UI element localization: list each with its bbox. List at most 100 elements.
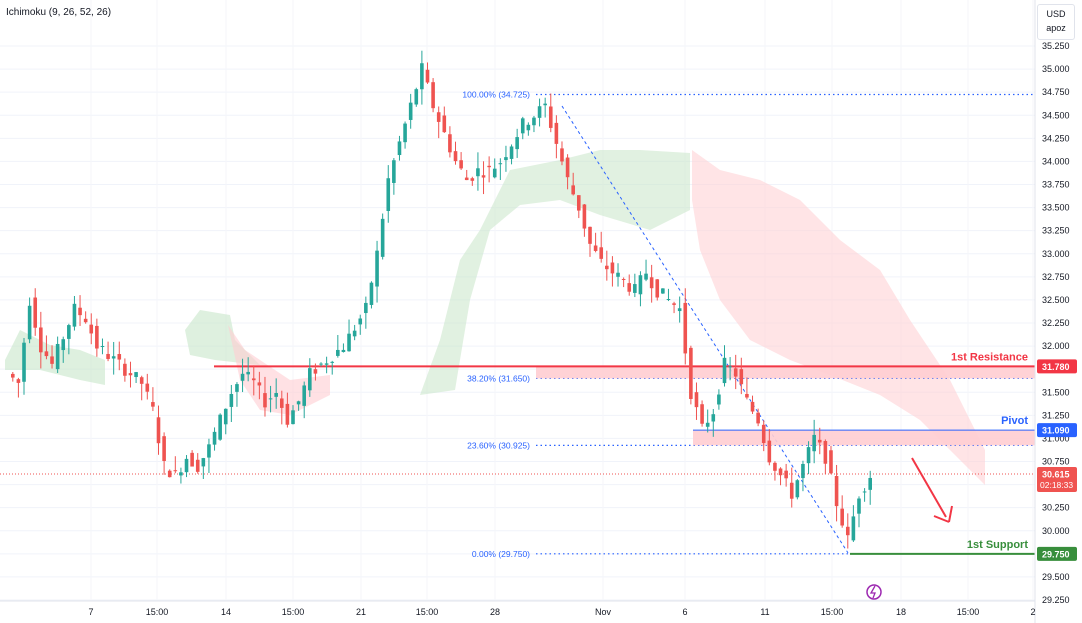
lightning-icon[interactable]	[866, 584, 882, 600]
candle	[425, 62, 430, 84]
candle	[380, 213, 385, 260]
price-tick-label: 33.500	[1042, 203, 1070, 213]
price-tick-label: 31.250	[1042, 410, 1070, 420]
candle	[16, 377, 21, 398]
time-tick-label: 7	[88, 607, 93, 617]
price-tick-label: 29.500	[1042, 572, 1070, 582]
candle	[812, 419, 816, 464]
level-price-tag: 31.090	[1042, 426, 1070, 436]
candle	[358, 314, 363, 335]
fib-level-label: 38.20% (31.650)	[467, 373, 530, 383]
candle	[414, 87, 419, 107]
candle	[117, 341, 122, 371]
time-tick-label: 6	[682, 607, 687, 617]
candle	[448, 126, 452, 158]
candle	[279, 390, 284, 425]
candle	[672, 301, 676, 314]
indicator-label: Ichimoku (9, 26, 52, 26)	[6, 7, 111, 18]
candle	[167, 469, 172, 478]
candle	[39, 311, 43, 369]
candle	[694, 382, 699, 420]
candle	[476, 152, 480, 191]
candle	[801, 460, 805, 492]
candle	[621, 277, 626, 288]
candle	[27, 297, 32, 344]
candle	[83, 311, 88, 324]
candle	[397, 135, 402, 161]
candle	[11, 371, 15, 382]
candle	[347, 319, 351, 352]
candle	[156, 405, 161, 455]
candle	[520, 116, 525, 140]
candle	[789, 467, 794, 508]
candle	[190, 450, 194, 467]
price-tick-label: 31.000	[1042, 433, 1070, 443]
currency-selector[interactable]: USD apoz	[1037, 4, 1075, 40]
price-axis: 29.25029.50029.75030.00030.25030.50030.7…	[1034, 0, 1082, 623]
candle	[162, 432, 166, 475]
price-tick-label: 34.250	[1042, 133, 1070, 143]
candle	[50, 345, 54, 369]
candle	[588, 226, 592, 257]
candle	[733, 354, 738, 390]
candle	[22, 337, 26, 395]
candle	[571, 172, 575, 196]
candle	[515, 128, 519, 158]
candle	[862, 488, 867, 502]
candle	[582, 203, 587, 237]
time-tick-label: 15:00	[282, 607, 305, 617]
candle	[576, 195, 581, 219]
level-label: 1st Resistance	[951, 351, 1028, 363]
candle	[537, 98, 542, 127]
candle	[717, 389, 721, 410]
candle	[638, 271, 643, 307]
current-price-tag: 30.615	[1042, 469, 1070, 479]
candle	[649, 264, 654, 303]
candle	[661, 288, 665, 294]
candle	[179, 467, 183, 484]
candle	[285, 392, 290, 428]
time-tick-label: 15:00	[146, 607, 169, 617]
candle	[296, 400, 301, 411]
candle	[369, 281, 374, 309]
candle	[375, 240, 379, 303]
candle	[554, 115, 559, 159]
candle	[212, 427, 217, 451]
candle	[403, 121, 407, 149]
price-tick-label: 33.250	[1042, 226, 1070, 236]
candle	[464, 169, 469, 181]
candle	[739, 357, 744, 395]
candle	[134, 371, 138, 383]
candle	[778, 467, 783, 486]
price-tick-label: 34.750	[1042, 87, 1070, 97]
candle	[773, 461, 777, 481]
fib-level-label: 0.00% (29.750)	[472, 549, 530, 559]
candle	[139, 375, 144, 401]
currency-code: USD	[1046, 9, 1066, 19]
candle	[633, 273, 637, 298]
ichimoku-cloud	[5, 150, 985, 485]
candle	[431, 78, 435, 113]
candle	[548, 93, 553, 133]
candle	[829, 445, 833, 475]
candle	[851, 505, 856, 542]
candle	[61, 336, 66, 363]
candle	[330, 360, 335, 375]
price-tick-label: 30.250	[1042, 503, 1070, 513]
candle	[313, 363, 318, 381]
price-tick-label: 32.500	[1042, 295, 1070, 305]
candle	[151, 387, 155, 412]
candle	[761, 420, 766, 452]
candle	[246, 357, 250, 382]
candle	[784, 463, 788, 487]
candle	[268, 385, 273, 413]
candle	[857, 496, 861, 528]
candle	[470, 176, 475, 186]
candle	[207, 438, 211, 474]
time-tick-label: 28	[490, 607, 500, 617]
candle	[274, 378, 278, 409]
level-label: 1st Support	[967, 539, 1028, 551]
key-levels: 1st Resistance Pivot 1st Support	[0, 351, 1035, 555]
candle	[408, 93, 413, 129]
